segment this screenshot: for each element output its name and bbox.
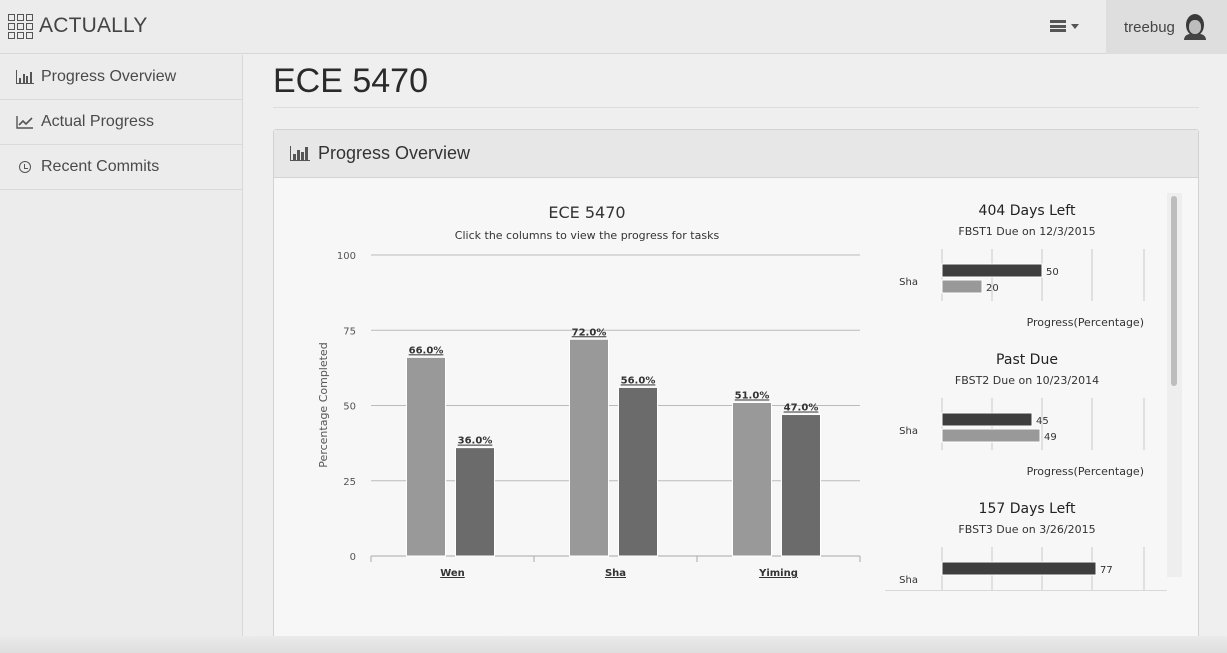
window-bottom-edge — [0, 636, 1227, 653]
task-bar-value: 49 — [1044, 432, 1057, 443]
bar-sha-2[interactable] — [618, 386, 658, 557]
user-name[interactable]: treebug — [1124, 18, 1175, 36]
x-category-label[interactable]: Yiming — [758, 568, 798, 579]
bar-wen-1[interactable] — [406, 356, 446, 557]
data-label: 72.0% — [572, 327, 607, 338]
task-bar-value: 20 — [986, 283, 999, 294]
y-tick-label: 0 — [350, 552, 356, 563]
task-bar-2[interactable] — [941, 279, 983, 294]
y-axis-label: Percentage Completed — [317, 342, 330, 467]
sidebar-item-label: Actual Progress — [41, 113, 154, 130]
chart-subtitle: Click the columns to view the progress f… — [455, 229, 720, 242]
x-category-label[interactable]: Wen — [440, 568, 465, 579]
bar-chart-icon — [290, 146, 310, 161]
task-bar-1[interactable] — [941, 263, 1043, 278]
bar-yiming-2[interactable] — [781, 414, 821, 557]
menu-dropdown-toggle[interactable] — [1050, 20, 1079, 32]
task-chart-title: Past Due — [996, 352, 1058, 368]
bar-yiming-1[interactable] — [732, 401, 772, 557]
task-bar-value: 45 — [1036, 416, 1049, 427]
side-chart-scrollbar[interactable] — [1167, 193, 1182, 577]
task-x-axis-label: Progress(Percentage) — [1027, 316, 1144, 329]
task-bar-1[interactable] — [941, 412, 1033, 427]
sidebar-item-progress-overview[interactable]: Progress Overview — [0, 55, 242, 100]
task-chart-title: 157 Days Left — [979, 501, 1076, 517]
bar-chart-icon — [16, 70, 34, 84]
title-divider — [273, 107, 1199, 108]
task-chart-title: 404 Days Left — [979, 203, 1076, 219]
data-label: 66.0% — [409, 345, 444, 356]
brand[interactable]: ACTUALLY — [8, 11, 148, 41]
top-navbar: ACTUALLY treebug — [0, 0, 1227, 54]
task-chart-subtitle: FBST1 Due on 12/3/2015 — [958, 225, 1095, 238]
panel-header: Progress Overview — [274, 130, 1198, 178]
task-chart-subtitle: FBST3 Due on 3/26/2015 — [958, 523, 1095, 536]
user-menu[interactable]: treebug — [1106, 0, 1227, 54]
y-tick-label: 50 — [343, 402, 356, 413]
scrollbar-thumb[interactable] — [1171, 196, 1177, 386]
grid-icon — [8, 13, 33, 39]
task-bar-value: 77 — [1100, 565, 1113, 576]
chart-title: ECE 5470 — [548, 203, 625, 222]
page-title: ECE 5470 — [273, 62, 428, 100]
task-chart-subtitle: FBST2 Due on 10/23/2014 — [955, 374, 1099, 387]
y-tick-label: 25 — [343, 477, 356, 488]
task-bar-2[interactable] — [941, 428, 1041, 443]
task-bar-1[interactable] — [941, 561, 1097, 576]
sidebar-item-label: Progress Overview — [41, 68, 177, 85]
x-category-label[interactable]: Sha — [605, 568, 626, 579]
data-label: 56.0% — [621, 375, 656, 386]
brand-name[interactable]: ACTUALLY — [39, 14, 148, 37]
bar-sha-1[interactable] — [569, 338, 609, 557]
task-category-label: Sha — [899, 426, 918, 437]
line-chart-icon — [16, 115, 34, 129]
sidebar-item-actual-progress[interactable]: Actual Progress — [0, 100, 242, 145]
caret-down-icon — [1071, 23, 1079, 29]
sidebar: Progress Overview Actual Progress Recent… — [0, 55, 243, 653]
data-label: 51.0% — [735, 390, 770, 401]
clock-icon — [19, 161, 31, 173]
y-tick-label: 75 — [343, 326, 356, 337]
bar-wen-2[interactable] — [455, 447, 495, 557]
avatar[interactable] — [1183, 14, 1207, 40]
divider — [885, 590, 1167, 591]
y-tick-label: 100 — [337, 251, 356, 262]
sidebar-item-recent-commits[interactable]: Recent Commits — [0, 145, 242, 190]
task-x-axis-label: Progress(Percentage) — [1027, 465, 1144, 478]
main-bar-chart[interactable]: ECE 5470 Click the columns to view the pr… — [309, 195, 884, 590]
data-label: 36.0% — [458, 436, 493, 447]
data-label: 47.0% — [784, 403, 819, 414]
sidebar-item-label: Recent Commits — [41, 158, 160, 175]
menu-icon — [1050, 20, 1066, 32]
task-category-label: Sha — [899, 277, 918, 288]
task-category-label: Sha — [899, 575, 918, 586]
task-bar-value: 50 — [1046, 267, 1059, 278]
task-progress-charts[interactable]: 404 Days Left FBST1 Due on 12/3/2015 Sha 50… — [885, 193, 1182, 590]
panel-title: Progress Overview — [318, 143, 471, 163]
